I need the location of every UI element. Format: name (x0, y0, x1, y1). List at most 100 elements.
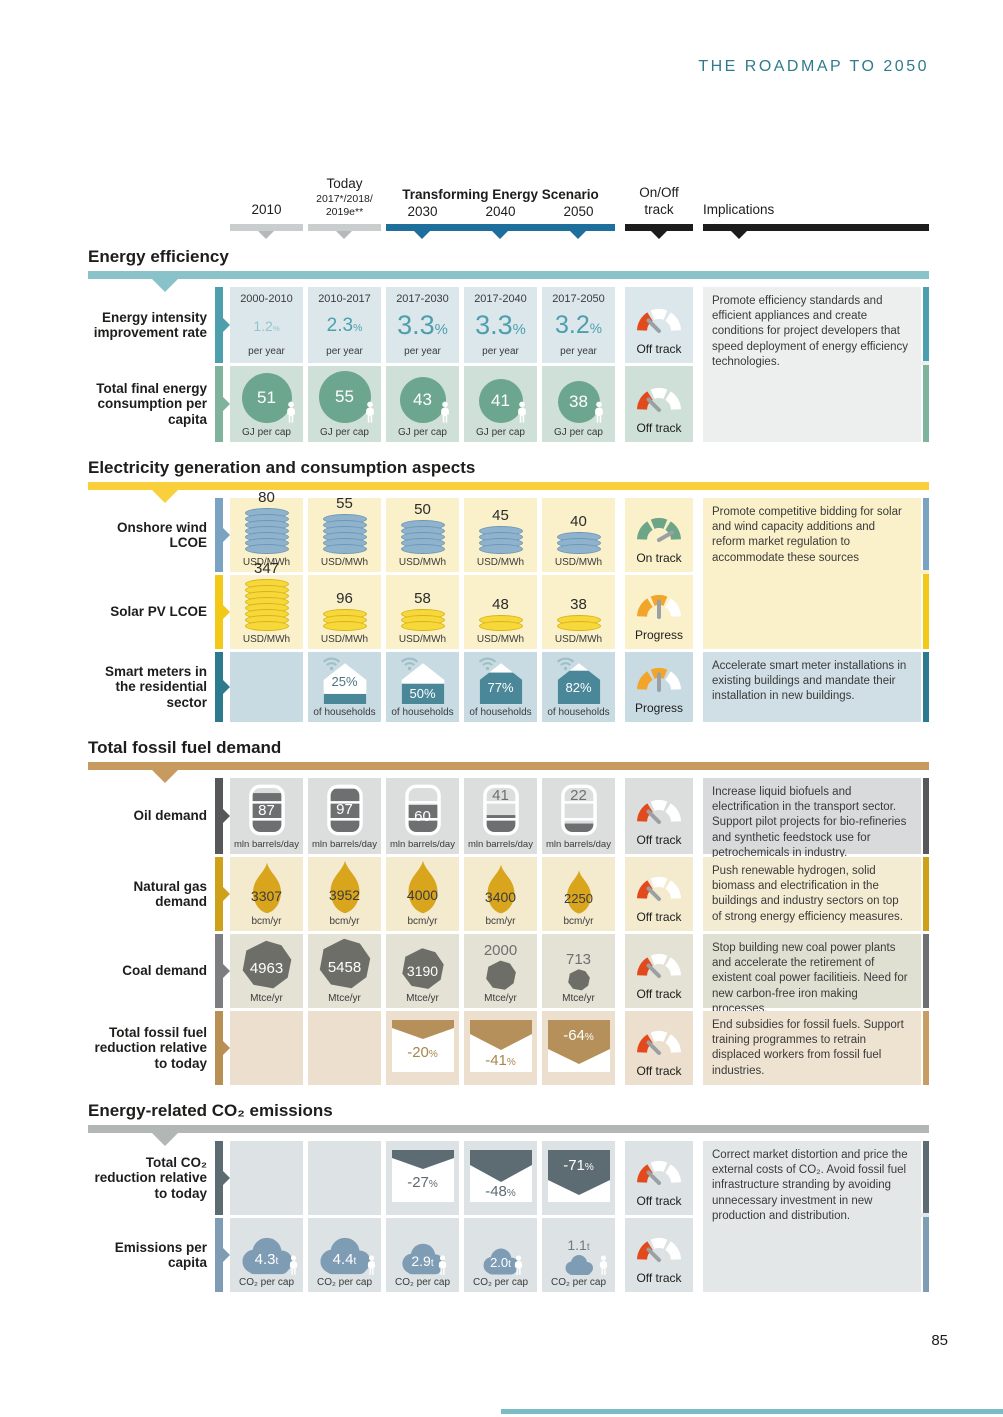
cell-value: 2.9t (411, 1253, 434, 1270)
gauge-status-label: Off track (636, 421, 682, 436)
cell-unit: of households (547, 707, 610, 719)
per-capita-circle-icon: 51 (241, 373, 295, 424)
gauge-off-track-icon (637, 877, 681, 902)
cell-range: 2017-2030 (396, 293, 449, 306)
person-icon (599, 1255, 607, 1276)
cell-2030: 2.9t CO₂ per cap (386, 1218, 459, 1293)
cell-2030: 2017-2030 3.3% per year (386, 287, 459, 364)
cell-value: 41 (492, 786, 509, 804)
cell-2050: 38 USD/MWh (542, 575, 615, 650)
cell-2010: 51 GJ per cap (230, 366, 303, 443)
section-bar (88, 1125, 929, 1147)
gauge-status-label: Off track (636, 342, 682, 357)
page-header-title: THE ROADMAP TO 2050 (698, 58, 929, 75)
smart-meter-house-icon: 82% (551, 654, 607, 706)
co2-cloud-icon: 2.9t (397, 1242, 449, 1276)
coal-lump-icon: 5458 (315, 936, 375, 992)
person-icon (289, 1255, 297, 1276)
coal-lump-icon (566, 968, 592, 992)
cell-unit: per year (560, 346, 597, 358)
row-accent (215, 366, 230, 443)
gauge-off-track-icon (637, 1031, 681, 1056)
cell-unit: CO₂ per cap (550, 1277, 606, 1289)
cell-today: 2010-2017 2.3% per year (308, 287, 381, 364)
cell-2030: 50% of households (386, 652, 459, 723)
oil-barrel-icon: 22 (557, 782, 601, 838)
cell-unit: bcm/yr (329, 916, 360, 928)
row-accent (215, 652, 230, 723)
implication-text: Increase liquid biofuels and electrifica… (712, 786, 907, 859)
gauge-status-label: Off track (636, 1194, 682, 1209)
cell-range: 2017-2050 (552, 293, 605, 306)
cell-2010-empty (230, 652, 303, 723)
gauge-progress-icon (637, 668, 681, 693)
implication: Promote competitive bidding for solar an… (703, 498, 929, 650)
implication-text: Push renewable hydrogen, solid biomass a… (712, 865, 903, 923)
cell-value: 3.3% (475, 310, 526, 341)
cell-value: -71% (563, 1157, 594, 1175)
implication-text: Promote competitive bidding for solar an… (712, 506, 902, 564)
column-today: Today 2017*/2018/ 2019e** (308, 176, 381, 240)
implication-text: Promote efficiency standards and efficie… (712, 295, 909, 368)
cell-2030: 50 USD/MWh (386, 498, 459, 573)
coal-lump-icon (483, 959, 519, 992)
section-title: Energy efficiency (88, 247, 229, 267)
gauge-cell: Off track (625, 778, 693, 855)
implication: Stop building new coal power plants and … (703, 934, 929, 1015)
coin-stack-icon (478, 526, 523, 555)
gauge-off-track-icon (637, 1238, 681, 1263)
implication: Promote efficiency standards and efficie… (703, 287, 929, 443)
row-label: Solar PV LCOE (110, 604, 207, 620)
row-label: Total final energy consumption per capit… (96, 380, 207, 427)
cell-value: 2.0t (490, 1255, 511, 1271)
cell-today: 96 USD/MWh (308, 575, 381, 650)
cell-value: 43 (413, 390, 432, 410)
cell-2010: 80 USD/MWh (230, 490, 303, 573)
coin-stack-icon (322, 609, 367, 632)
cell-today: 55 GJ per cap (308, 366, 381, 443)
cell-2050: 1.1t CO₂ per cap (542, 1218, 615, 1293)
cell-2010: 347 USD/MWh (230, 561, 303, 650)
row-accent (215, 1218, 230, 1293)
coin-stack-icon (244, 508, 289, 555)
cell-value: 713 (565, 951, 592, 969)
implication-text: Accelerate smart meter installations in … (712, 660, 907, 703)
coal-lump-icon: 3190 (398, 946, 448, 992)
column-2010: 2010 (230, 202, 303, 240)
cell-value: 45 (492, 507, 509, 525)
cell-value: 55 (336, 495, 353, 513)
year-2040: 2040 (485, 204, 516, 220)
coin-stack-icon (556, 532, 601, 555)
per-capita-circle-icon: 55 (318, 371, 374, 424)
cell-value: 5458 (327, 958, 362, 976)
coin-stack-icon (400, 520, 445, 555)
cell-unit: mln barrels/day (390, 839, 455, 851)
gauge-status-label: Off track (636, 910, 682, 925)
cell-2040: 41 GJ per cap (464, 366, 537, 443)
column-label: Implications (703, 202, 775, 218)
per-capita-circle-icon: 38 (557, 381, 603, 424)
row-energy-intensity: Energy intensity improvement rate 2000-2… (88, 287, 693, 364)
gauge-cell: Off track (625, 287, 693, 364)
column-onoff-track: On/Off track (625, 185, 693, 240)
gauge-cell: Off track (625, 1011, 693, 1086)
cell-unit: per year (248, 346, 285, 358)
gauge-status-label: Off track (636, 1271, 682, 1286)
cell-2040: 77% of households (464, 652, 537, 723)
cell-unit: bcm/yr (407, 916, 438, 928)
row-coal-demand: Coal demand 4963 Mtce/yr 5458 Mtce/yr 3190… (88, 934, 693, 1009)
implication: Accelerate smart meter installations in … (703, 652, 929, 723)
cell-unit: Mtce/yr (562, 993, 595, 1005)
column-label: Today (326, 176, 363, 191)
cell-2040: 45 USD/MWh (464, 498, 537, 573)
row-natural-gas-demand: Natural gas demand 3307 bcm/yr 3952 bcm/yr… (88, 857, 693, 932)
coin-stack-icon (322, 514, 367, 555)
cell-value: 4.3t (254, 1251, 279, 1269)
row-label: Natural gas demand (133, 878, 207, 910)
reduction-arrow-icon: -71% (547, 1150, 610, 1203)
timeline-bar-today (308, 224, 381, 240)
cell-value: 38 (569, 392, 588, 412)
timeline-bar-implications (703, 224, 929, 240)
gauge-cell: Off track (625, 1141, 693, 1216)
